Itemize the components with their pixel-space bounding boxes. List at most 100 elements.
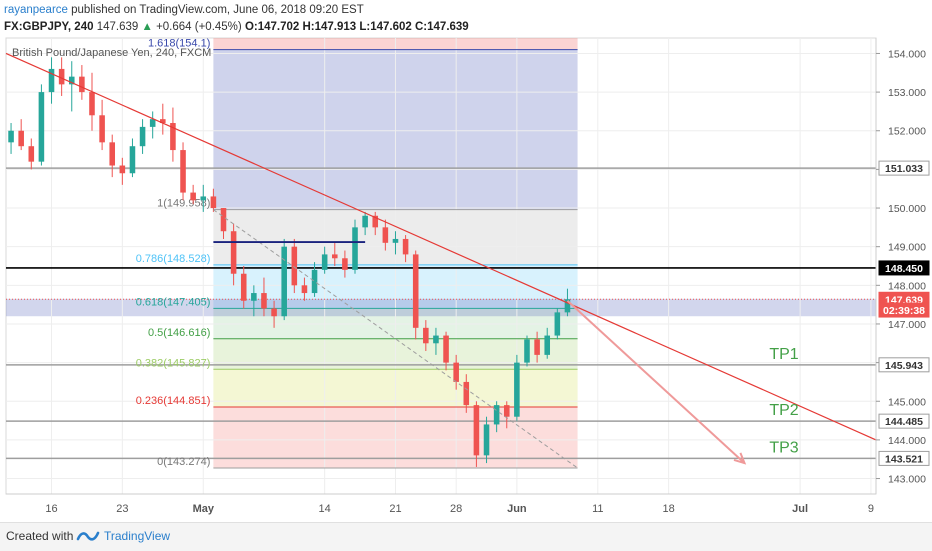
candle-body [342,258,348,270]
candle-body [79,76,85,93]
candle-body [301,285,308,294]
candle-body [38,92,45,162]
candle-body [554,312,561,336]
fib-lines: 0(143.274) 0.236(144.851) 0.382(145.827) 0.… [136,38,578,469]
drawings: TP1 TP2 TP3 [5,52,877,469]
projection-arrow-head [733,452,747,465]
candle-body [160,119,166,124]
created-with-label: Created with [6,529,74,543]
plot-background [5,37,877,495]
footer-bar: Created with TradingView [0,522,932,551]
price-marker-label: 02:39:38 [883,305,925,317]
time-tick-label: May [193,503,215,515]
candle-body [18,130,24,147]
price-tick-label: 149.000 [888,242,926,254]
tradingview-link[interactable]: TradingView [104,529,171,543]
price-marker-box [878,260,930,276]
candle-body [240,273,247,301]
candle-body [129,146,136,174]
candle-body [200,196,207,201]
time-tick-label: 11 [592,503,603,515]
candle-body [28,146,35,162]
candle-body [352,227,358,270]
candle-body [99,115,105,143]
price-marker-label: 143.521 [885,453,923,465]
candle-body [261,293,267,309]
price-marker-box [878,357,930,373]
price-change: +0.664 (+0.45%) [156,21,242,33]
fib-diagonal [213,209,578,469]
candle-body [281,246,287,317]
price-tick-label: 150.000 [888,203,926,215]
target-label: TP3 [769,439,798,456]
candle-body [423,327,429,344]
price-marker-box [878,302,930,318]
candle-body [321,254,328,270]
candle-body [564,299,571,313]
price-tick-label: 144.000 [888,435,926,447]
price-marker-box [878,413,930,429]
candle-body [230,231,237,274]
projection-arrow-line [566,300,746,464]
candle-body [331,254,338,259]
candle-body [48,68,55,93]
price-marker-label: 145.943 [885,360,923,372]
candle-body [139,126,146,147]
candle-body [149,119,156,127]
candle-body [68,76,75,85]
candle-body [412,254,419,328]
candle-body [433,335,439,344]
candle-body [453,362,459,382]
time-tick-label: 18 [662,503,674,515]
time-tick-label: 14 [319,503,331,515]
fib-level-label: 0.382(145.827) [136,357,211,369]
time-tick-label: 23 [116,503,128,515]
candle-body [311,269,318,294]
candle-body [443,335,449,363]
fib-level-label: 0.618(147.405) [136,296,211,308]
chart-svg: 0(143.274) 0.236(144.851) 0.382(145.827) 0.… [5,37,930,515]
fib-level-label: 0.786(148.528) [136,253,211,265]
candle-body [402,238,409,255]
candle-body [89,92,95,116]
price-tick-label: 145.000 [888,396,926,408]
candle-body [362,215,368,228]
time-tick-label: 9 [868,503,874,515]
published-text: published on TradingView.com, June 06, 2… [71,4,364,16]
fib-level-label: 0.236(144.851) [136,395,211,407]
up-arrow-icon: ▲ [141,21,153,33]
candle-body [58,68,65,85]
fib-level-label: 1(149.958) [157,198,210,210]
price-marker-box [878,160,930,176]
price-marker-label: 148.450 [885,263,923,275]
candles [8,57,571,467]
trendline [5,52,877,441]
time-tick-label: 16 [45,503,57,515]
candle-body [109,142,116,166]
candle-body [8,130,14,143]
author-link[interactable]: rayanpearce [4,4,68,16]
time-tick-label: Jul [792,503,808,515]
price-tick-label: 148.000 [888,280,926,292]
price-marker-label: 144.485 [885,416,923,428]
fib-level-label: 0.5(146.616) [148,327,210,339]
instrument-label: British Pound/Japanese Yen, 240, FXCM [12,47,211,59]
candle-body [483,424,490,456]
candle-body [473,405,480,456]
chart-header: rayanpearce published on TradingView.com… [4,2,469,36]
grid [6,38,876,494]
candle-body [524,339,530,363]
candle-body [251,293,257,301]
price-axis[interactable]: 143.000144.000145.000146.000147.000148.0… [875,38,930,494]
candle-body [372,215,379,228]
price-tick-label: 152.000 [888,126,926,138]
ohlc-values: O:147.702 H:147.913 L:147.602 C:147.639 [244,21,469,33]
time-tick-label: Jun [507,503,527,515]
price-band [6,298,876,317]
time-tick-label: 21 [389,503,401,515]
candle-body [170,123,176,151]
time-tick-label: 28 [450,503,462,515]
candle-body [503,405,510,417]
price-tick-label: 147.000 [888,319,926,331]
last-price: 147.639 [96,21,139,33]
